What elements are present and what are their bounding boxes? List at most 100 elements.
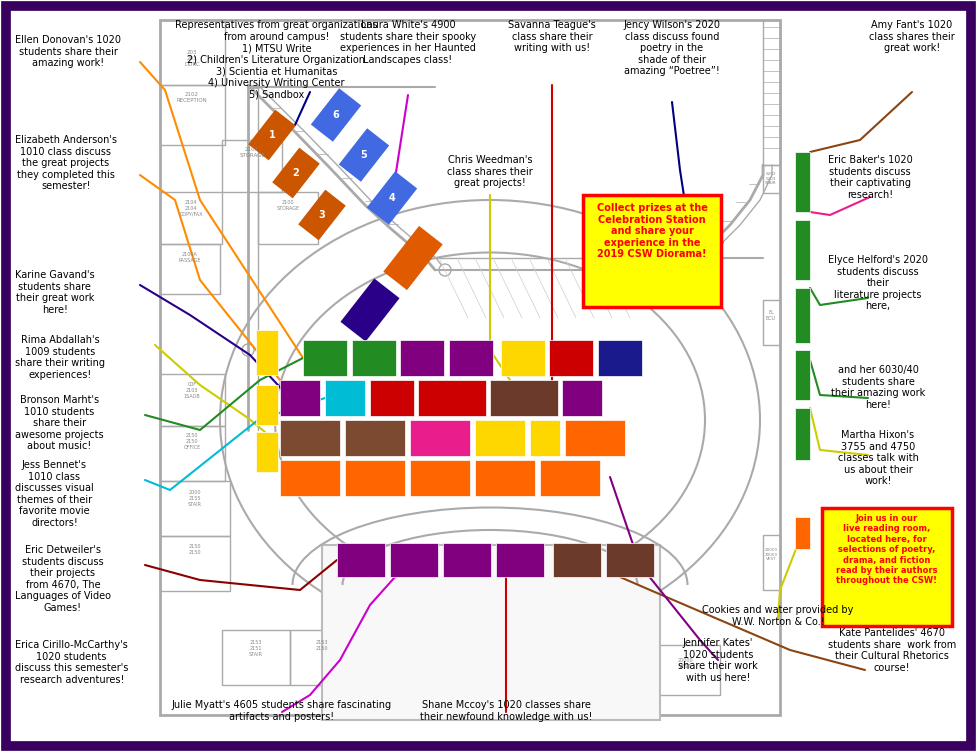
Text: Eric Detweiler's
students discuss
their projects
from 4670, The
Languages of Vid: Eric Detweiler's students discuss their … [15, 545, 111, 613]
Text: 1: 1 [269, 130, 276, 140]
Bar [606, 543, 654, 577]
Text: 2100
STORAGE: 2100 STORAGE [276, 200, 300, 211]
Text: Eric Baker's 1020
students discuss
their captivating
research!: Eric Baker's 1020 students discuss their… [828, 155, 913, 200]
Bar [222, 630, 290, 685]
Bar [763, 535, 780, 590]
Text: 5: 5 [361, 150, 367, 160]
Bar [290, 630, 355, 685]
Bar [160, 85, 225, 145]
Bar [795, 408, 810, 460]
Bar [280, 380, 320, 416]
Text: Karine Gavand's
students share
their great work
here!: Karine Gavand's students share their gre… [15, 270, 95, 315]
Bar [303, 340, 347, 376]
Bar [443, 543, 491, 577]
Text: 2101
STORAGE: 2101 STORAGE [239, 147, 265, 158]
Text: Jency Wilson's 2020
class discuss found
poetry in the
shade of their
amazing “Po: Jency Wilson's 2020 class discuss found … [623, 20, 720, 77]
Bar [650, 645, 720, 695]
Text: 2153
2151
STAIR: 2153 2151 STAIR [249, 640, 263, 656]
Text: Shane Mccoy's 1020 classes share
their newfound knowledge with us!: Shane Mccoy's 1020 classes share their n… [420, 700, 592, 722]
Bar [390, 543, 438, 577]
Bar [248, 110, 296, 160]
Text: 2: 2 [293, 168, 299, 178]
Bar [345, 460, 405, 496]
Bar [795, 220, 810, 280]
Bar [160, 426, 225, 481]
Text: Collect prizes at the
Celebration Station
and share your
experience in the
2019 : Collect prizes at the Celebration Statio… [597, 203, 707, 259]
Bar [339, 129, 389, 182]
Bar [410, 420, 470, 456]
Text: Jennifer Kates'
1020 students
share their work
with us here!: Jennifer Kates' 1020 students share thei… [678, 638, 758, 683]
Text: Julie Myatt's 4605 students share fascinating
artifacts and posters!: Julie Myatt's 4605 students share fascin… [172, 700, 392, 722]
Bar [256, 432, 278, 472]
Bar [258, 192, 318, 244]
Bar [490, 380, 558, 416]
Bar [562, 380, 602, 416]
Bar [160, 481, 230, 536]
Text: Chris Weedman's
class shares their
great projects!: Chris Weedman's class shares their great… [447, 155, 532, 188]
Bar [160, 20, 780, 715]
Bar [366, 171, 417, 225]
Text: Erica Cirillo-McCarthy's
1020 students
discuss this semester's
research adventur: Erica Cirillo-McCarthy's 1020 students d… [15, 640, 128, 685]
Text: Martha Hixon's
3755 and 4750
classes talk with
us about their
work!: Martha Hixon's 3755 and 4750 classes tal… [837, 430, 918, 487]
Text: Representatives from great organizations
from around campus!
1) MTSU Write
2) Ch: Representatives from great organizations… [175, 20, 378, 99]
Text: 3: 3 [319, 210, 325, 220]
Bar [400, 340, 444, 376]
Bar [475, 460, 535, 496]
Bar [337, 543, 385, 577]
Bar [565, 420, 625, 456]
Text: Rima Abdallah's
1009 students
share their writing
experiences!: Rima Abdallah's 1009 students share thei… [15, 335, 105, 380]
Bar [496, 543, 544, 577]
Bar [340, 278, 400, 341]
Bar [583, 195, 721, 307]
Text: 00F
2103
1SAOB: 00F 2103 1SAOB [184, 382, 200, 399]
Text: Bronson Marht's
1010 students
share their
awesome projects
about music!: Bronson Marht's 1010 students share thei… [15, 395, 104, 451]
Bar [763, 300, 780, 345]
Bar [540, 460, 600, 496]
Text: 2150
2150: 2150 2150 [189, 544, 201, 555]
Text: Amy Fant's 1020
class shares their
great work!: Amy Fant's 1020 class shares their great… [870, 20, 955, 53]
Bar [160, 20, 225, 85]
Bar [475, 420, 525, 456]
Bar [660, 220, 724, 276]
Bar [795, 288, 810, 343]
Bar [553, 543, 601, 577]
Bar [530, 420, 560, 456]
Text: 4: 4 [389, 193, 396, 203]
Text: Join us in our
live reading room,
located here, for
selections of poetry,
drama,: Join us in our live reading room, locate… [836, 514, 938, 585]
Bar [160, 244, 220, 294]
Text: 2102
RECEPTION: 2102 RECEPTION [177, 92, 207, 103]
Bar [160, 536, 230, 591]
Bar [795, 517, 810, 549]
Text: Cookies and water provided by
W.W. Norton & Co.!: Cookies and water provided by W.W. Norto… [702, 605, 854, 626]
Text: 20000
VEST: 20000 VEST [677, 658, 693, 669]
Bar [311, 88, 361, 141]
Bar [549, 340, 593, 376]
Bar [280, 460, 340, 496]
Bar [383, 226, 443, 290]
Bar [822, 508, 952, 626]
Circle shape [439, 264, 451, 276]
Bar [322, 545, 660, 720]
Text: Laura White's 4900
students share their spooky
experiences in her Haunted
Landsc: Laura White's 4900 students share their … [340, 20, 476, 65]
Bar [352, 340, 396, 376]
Text: 2104
2104
COPY/FAX: 2104 2104 COPY/FAX [179, 200, 203, 217]
Bar [598, 340, 642, 376]
Bar [795, 350, 810, 400]
Text: 20000
20000
VEST: 20000 20000 VEST [764, 548, 778, 561]
Text: Kate Pantelides' 4670
students share  work from
their Cultural Rhetorics
course!: Kate Pantelides' 4670 students share wor… [828, 628, 956, 673]
Bar [325, 380, 365, 416]
Text: S203
5203
STAIR: S203 5203 STAIR [765, 172, 777, 185]
Bar [418, 380, 486, 416]
Bar [449, 340, 493, 376]
Circle shape [242, 344, 254, 356]
Bar [345, 420, 405, 456]
Text: 6: 6 [332, 110, 339, 120]
Bar [256, 385, 278, 425]
Bar [256, 330, 278, 375]
Bar [222, 140, 282, 192]
Text: EL
ECU: EL ECU [766, 310, 776, 321]
Text: 2153
2150: 2153 2150 [316, 640, 328, 650]
Text: 2150
2150
OFFICE: 2150 2150 OFFICE [184, 433, 200, 450]
Bar [763, 20, 780, 165]
Bar [370, 380, 414, 416]
